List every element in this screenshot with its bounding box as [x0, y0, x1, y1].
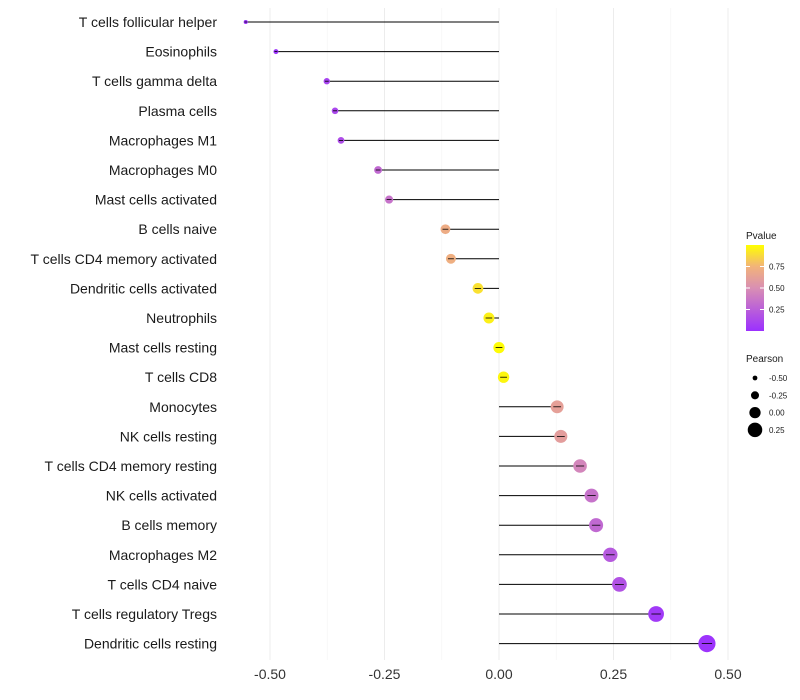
category-label: Mast cells resting — [109, 340, 217, 356]
category-label: B cells naive — [138, 221, 217, 237]
pvalue-colorbar — [746, 245, 764, 331]
gridlines — [269, 8, 729, 660]
category-label: T cells follicular helper — [79, 14, 218, 30]
category-label: NK cells resting — [120, 428, 217, 444]
category-label: T cells CD8 — [145, 369, 217, 385]
pvalue-legend-title: Pvalue — [746, 231, 777, 242]
pvalue-tick-label: 0.75 — [769, 263, 785, 272]
pearson-legend-dot — [749, 406, 761, 419]
category-label: NK cells activated — [106, 488, 217, 504]
pvalue-tick-label: 0.50 — [769, 284, 785, 293]
category-label: Neutrophils — [146, 310, 217, 326]
category-label: T cells regulatory Tregs — [72, 606, 217, 622]
category-label: Macrophages M0 — [109, 162, 217, 178]
category-label: Plasma cells — [138, 103, 217, 119]
x-tick-label: 0.50 — [714, 666, 741, 682]
pearson-legend-title: Pearson — [746, 354, 783, 365]
pearson-legend-label: 0.25 — [769, 426, 785, 435]
category-label: Dendritic cells resting — [84, 636, 217, 652]
x-tick-label: -0.50 — [254, 666, 286, 682]
category-label: Macrophages M1 — [109, 132, 217, 148]
pearson-legend-dot — [750, 391, 760, 400]
category-label: T cells CD4 memory resting — [45, 458, 217, 474]
x-tick-label: 0.00 — [485, 666, 512, 682]
category-label: Dendritic cells activated — [70, 280, 217, 296]
x-tick-label: 0.25 — [600, 666, 627, 682]
points — [243, 19, 716, 653]
category-label: Monocytes — [149, 399, 217, 415]
pvalue-tick-label: 0.25 — [769, 306, 785, 315]
x-tick-label: -0.25 — [369, 666, 401, 682]
pearson-legend-dot — [752, 375, 758, 381]
category-label: Eosinophils — [145, 44, 217, 60]
x-axis-tick-labels: -0.50 -0.25 0.00 0.25 0.50 — [254, 666, 742, 682]
category-label: T cells gamma delta — [92, 73, 217, 89]
category-label: Mast cells activated — [95, 192, 217, 208]
pearson-legend: Pearson -0.50 -0.25 0.00 0.25 — [746, 354, 788, 438]
category-label: T cells CD4 memory activated — [31, 251, 217, 267]
pearson-legend-dot — [747, 422, 763, 438]
pearson-legend-label: 0.00 — [769, 409, 785, 418]
pearson-legend-label: -0.50 — [769, 374, 788, 383]
pearson-legend-label: -0.25 — [769, 391, 788, 400]
pvalue-legend: Pvalue 0.75 0.50 0.25 — [746, 231, 785, 331]
category-label: B cells memory — [121, 517, 217, 533]
category-labels: T cells follicular helper Eosinophils T ce… — [31, 14, 218, 652]
category-label: Macrophages M2 — [109, 547, 217, 563]
stems — [245, 21, 707, 645]
category-label: T cells CD4 naive — [108, 576, 218, 592]
